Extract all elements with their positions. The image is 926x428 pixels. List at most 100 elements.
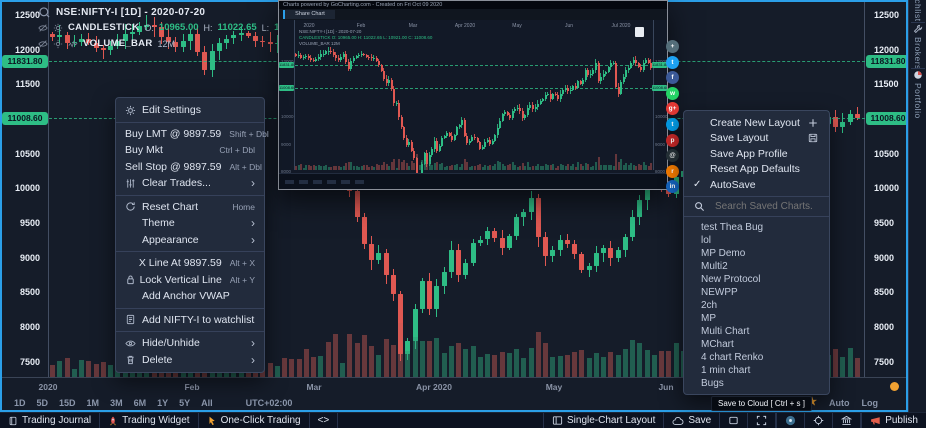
snapshot-candle — [468, 140, 471, 144]
snapshot-footer — [279, 173, 667, 189]
snapshot-candle — [494, 135, 497, 141]
volume-bar — [405, 350, 411, 377]
saved-chart-item[interactable]: test Thea Bug — [701, 221, 764, 233]
layout-menu: Create New Layout Save Layout Save App Pro… — [683, 110, 830, 395]
candle — [173, 42, 179, 48]
dock-tab-watchlist[interactable]: Watchlist — [909, 0, 926, 22]
favorite-star-icon[interactable]: ★ — [807, 396, 817, 408]
share-email-icon[interactable]: @ — [666, 149, 679, 163]
gear-icon[interactable] — [53, 23, 63, 33]
expand-button[interactable] — [747, 413, 775, 428]
context-menu-item-x-line-at-9897-59[interactable]: X Line At 9897.59 Alt + X — [116, 255, 264, 272]
publish-button[interactable]: Publish — [861, 413, 926, 428]
log-scale-toggle[interactable]: Log — [861, 397, 879, 408]
layout-menu-item-reset-app-defaults[interactable]: Reset App Defaults — [684, 162, 829, 178]
snapshot-candle — [451, 135, 454, 140]
save-button[interactable]: Save — [663, 413, 719, 428]
share-googleplus-icon[interactable]: g+ — [666, 102, 679, 116]
low-label: L: — [261, 22, 270, 33]
layout-menu-item-create-new-layout[interactable]: Create New Layout — [684, 115, 829, 131]
share-link-icon[interactable]: + — [666, 40, 679, 53]
timeframe-1m[interactable]: 1M — [86, 397, 100, 408]
timezone-selector[interactable]: UTC+02:00 — [245, 397, 293, 408]
share-linkedin-icon[interactable]: in — [666, 180, 679, 194]
context-menu-item-sell-stop-9897-59[interactable]: Sell Stop @ 9897.59 Alt + Dbl — [116, 159, 264, 176]
context-menu-item-hide-unhide[interactable]: Hide/Unhide › — [116, 335, 264, 352]
saved-chart-item[interactable]: lol — [701, 234, 712, 246]
timeframe-all[interactable]: All — [201, 397, 213, 408]
context-menu-item-theme[interactable]: Theme › — [116, 215, 264, 232]
menu-shortcut: Alt + Dbl — [229, 161, 262, 172]
saved-chart-item[interactable]: Bugs — [701, 377, 724, 389]
dock-tab-portfolio[interactable]: Portfolio — [909, 70, 926, 119]
context-menu-item-buy-lmt-9897-59[interactable]: Buy LMT @ 9897.59 Shift + Dbl — [116, 126, 269, 143]
share-twitter-icon[interactable]: t — [666, 55, 679, 69]
saved-chart-item[interactable]: New Protocol — [701, 273, 761, 285]
time-axis-label: 2020 — [38, 382, 58, 392]
saved-chart-item[interactable]: 4 chart Renko — [701, 351, 764, 363]
saved-chart-item[interactable]: MChart — [701, 338, 734, 350]
saved-chart-item[interactable]: MP Demo — [701, 247, 746, 259]
context-menu-item-reset-chart[interactable]: Reset Chart Home — [116, 199, 264, 216]
search-input[interactable] — [713, 199, 821, 213]
zoom-lens-icon[interactable] — [38, 6, 51, 19]
trading-journal-button[interactable]: Trading Journal — [0, 413, 101, 428]
menu-item-label: Lock Vertical Line — [139, 273, 222, 286]
snapshot-volume-bar — [635, 166, 638, 170]
context-menu-item-clear-trades[interactable]: Clear Trades... › — [116, 175, 264, 192]
timeframe-1d[interactable]: 1D — [14, 397, 26, 408]
timeframe-5d[interactable]: 5D — [36, 397, 49, 408]
trading-widget-button[interactable]: Trading Widget — [100, 413, 199, 428]
saved-chart-item[interactable]: MP — [701, 312, 716, 324]
timeframe-3m[interactable]: 3M — [110, 397, 123, 408]
candle — [637, 200, 643, 218]
context-menu-item-edit-settings[interactable]: Edit Settings — [116, 102, 264, 119]
share-reddit-icon[interactable]: r — [666, 164, 679, 178]
volume-bar — [622, 349, 628, 377]
context-menu-item-lock-vertical-line[interactable]: Lock Vertical Line Alt + Y — [116, 272, 264, 289]
code-button[interactable]: <> — [310, 413, 339, 428]
timeframe-5y[interactable]: 5Y — [179, 397, 191, 408]
dock-tab-brokers[interactable]: Brokers — [909, 24, 926, 70]
context-menu-item-delete[interactable]: Delete › — [116, 352, 264, 369]
candle — [833, 117, 838, 127]
bank-button[interactable] — [832, 413, 860, 428]
context-menu-item-add-nifty-i-to-watchlist[interactable]: Add NIFTY-I to watchlist — [116, 312, 264, 329]
context-menu-item-buy-mkt[interactable]: Buy Mkt Ctrl + Dbl — [116, 142, 264, 159]
snapshot-candle — [645, 59, 648, 63]
single-chart-layout-button[interactable]: Single-Chart Layout — [543, 413, 663, 428]
timeframe-1y[interactable]: 1Y — [157, 397, 169, 408]
share-facebook-icon[interactable]: f — [666, 71, 679, 85]
target-button[interactable] — [804, 413, 832, 428]
context-menu-item-appearance[interactable]: Appearance › — [116, 232, 264, 249]
share-whatsapp-icon[interactable]: w — [666, 86, 679, 100]
gear-icon[interactable] — [53, 39, 63, 49]
candle — [608, 248, 614, 259]
saved-chart-item[interactable]: NEWPP — [701, 286, 738, 298]
saved-chart-item[interactable]: Multi Chart — [701, 325, 750, 337]
one-click-trading-button[interactable]: One-Click Trading — [199, 413, 310, 428]
timeframe-15d[interactable]: 15D — [59, 397, 76, 408]
snapshot-tab-share-chart[interactable]: Share Chart — [283, 10, 335, 19]
context-menu-item-add-anchor-vwap[interactable]: Add Anchor VWAP — [116, 288, 264, 305]
auto-scale-toggle[interactable]: Auto — [829, 397, 850, 408]
saved-chart-item[interactable]: Multi2 — [701, 260, 728, 272]
share-telegram-icon[interactable]: t — [666, 118, 679, 131]
saved-chart-item[interactable]: 1 min chart — [701, 364, 751, 376]
camcircle-button[interactable] — [776, 413, 804, 428]
timeframe-6m[interactable]: 6M — [133, 397, 147, 408]
snapshot-price-tick: 12000 — [655, 58, 667, 64]
candle — [129, 32, 135, 35]
eye-off-icon[interactable] — [38, 39, 48, 49]
square-button[interactable] — [719, 413, 747, 428]
snapshot-volume-bar — [640, 164, 643, 170]
layout-menu-item-save-app-profile[interactable]: Save App Profile — [684, 146, 829, 162]
layout-menu-item-save-layout[interactable]: Save Layout — [684, 131, 829, 147]
share-pinterest-icon[interactable]: p — [666, 133, 679, 147]
saved-chart-item[interactable]: 2ch — [701, 299, 718, 311]
candle — [144, 25, 150, 27]
layout-menu-item-autosave[interactable]: ✓ AutoSave — [684, 177, 829, 193]
volume-bar — [412, 337, 418, 377]
eye-off-icon[interactable] — [38, 23, 48, 33]
copy-snapshot-icon[interactable] — [635, 27, 644, 37]
